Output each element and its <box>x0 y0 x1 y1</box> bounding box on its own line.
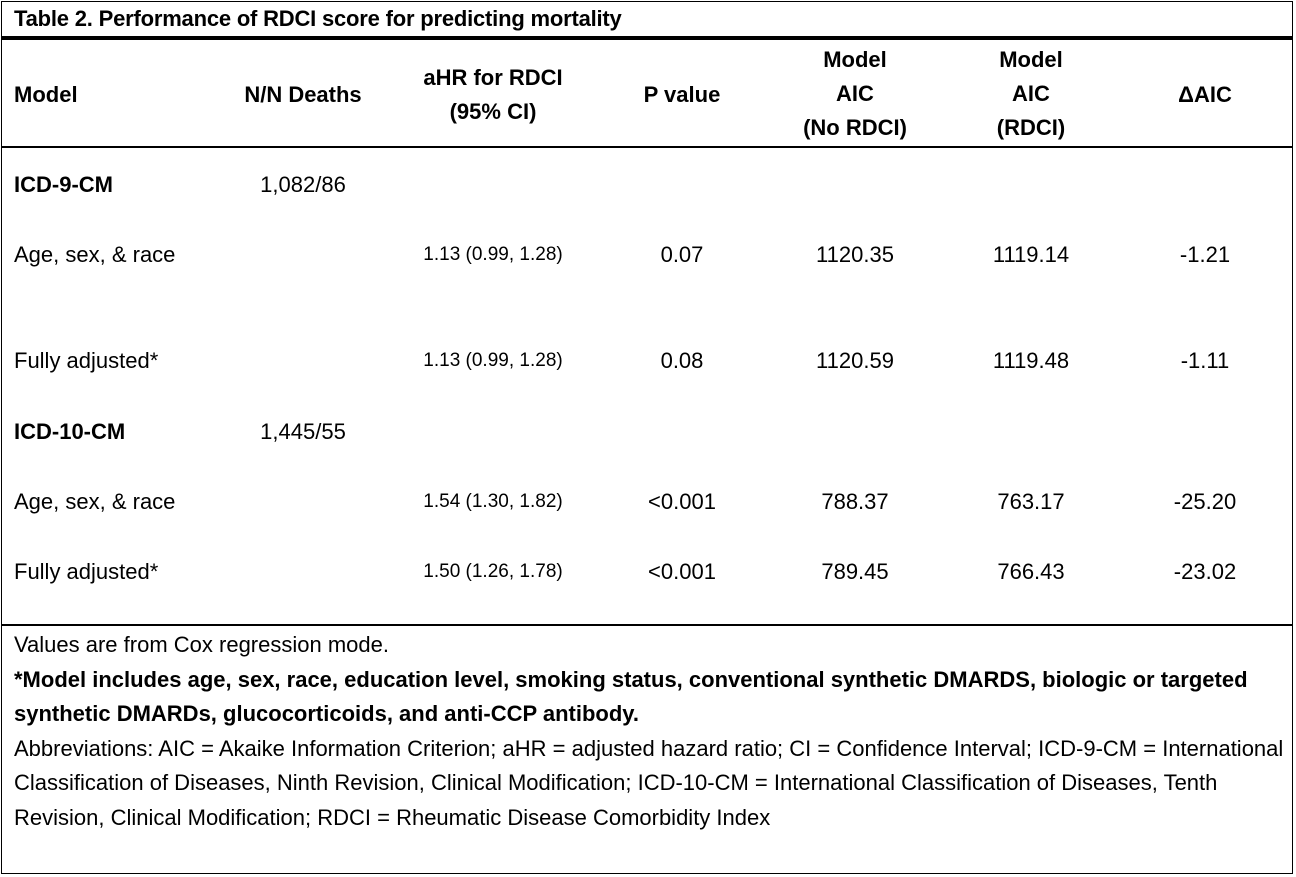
header-rule <box>1 146 1293 148</box>
header-aic-rdci-line2: AIC <box>1012 81 1050 106</box>
header-pvalue: P value <box>643 82 721 107</box>
row-ahr: 1.13 (0.99, 1.28) <box>423 350 563 371</box>
group-name: ICD-10-CM <box>14 419 126 444</box>
header-aic-rdci-line1: Model <box>999 47 1063 72</box>
row-aic-rdci: 1119.48 <box>992 348 1070 373</box>
table-title: Table 2. Performance of RDCI score for p… <box>14 6 622 31</box>
note-source: Values are from Cox regression mode. <box>14 632 389 657</box>
row-pvalue: <0.001 <box>648 489 716 514</box>
header-model: Model <box>14 82 78 107</box>
group-n-deaths: 1,082/86 <box>260 172 346 197</box>
notes-rule <box>1 624 1293 626</box>
row-delta-aic: -25.20 <box>1173 489 1237 514</box>
row-aic-rdci: 766.43 <box>997 559 1065 584</box>
row-delta-aic: -1.11 <box>1180 348 1230 373</box>
row-model: Fully adjusted* <box>14 348 159 373</box>
row-aic-no-rdci: 1120.35 <box>816 242 894 267</box>
header-ahr-line2: (95% CI) <box>449 99 537 124</box>
header-aic-rdci-line3: (RDCI) <box>996 115 1066 140</box>
group-n-deaths: 1,445/55 <box>260 419 346 444</box>
row-aic-rdci: 763.17 <box>997 489 1065 514</box>
header-aic-no-line2: AIC <box>836 81 874 106</box>
row-aic-no-rdci: 789.45 <box>821 559 889 584</box>
title-rule <box>1 36 1293 40</box>
row-model: Fully adjusted* <box>14 559 159 584</box>
group-name: ICD-9-CM <box>14 172 113 197</box>
header-n-deaths: N/N Deaths <box>244 82 362 107</box>
row-aic-rdci: 1119.14 <box>992 242 1070 267</box>
note-abbreviations: Abbreviations: AIC = Akaike Information … <box>14 735 1284 830</box>
note-model-adjustment: *Model includes age, sex, race, educatio… <box>14 666 1248 727</box>
row-aic-no-rdci: 1120.59 <box>816 348 894 373</box>
row-pvalue: 0.08 <box>660 348 704 373</box>
row-delta-aic: -1.21 <box>1179 242 1231 267</box>
header-delta-aic: ΔAIC <box>1178 82 1232 107</box>
row-ahr: 1.50 (1.26, 1.78) <box>423 561 563 582</box>
header-ahr-line1: aHR for RDCI <box>423 65 563 90</box>
row-model: Age, sex, & race <box>14 242 176 267</box>
row-delta-aic: -23.02 <box>1173 559 1237 584</box>
row-model: Age, sex, & race <box>14 489 176 514</box>
row-ahr: 1.13 (0.99, 1.28) <box>423 244 563 265</box>
row-aic-no-rdci: 788.37 <box>821 489 889 514</box>
header-aic-no-line3: (No RDCI) <box>803 115 907 140</box>
row-ahr: 1.54 (1.30, 1.82) <box>423 491 563 512</box>
table-notes: Values are from Cox regression mode. *Mo… <box>14 628 1286 835</box>
row-pvalue: <0.001 <box>648 559 716 584</box>
header-aic-no-line1: Model <box>823 47 887 72</box>
row-pvalue: 0.07 <box>660 242 704 267</box>
